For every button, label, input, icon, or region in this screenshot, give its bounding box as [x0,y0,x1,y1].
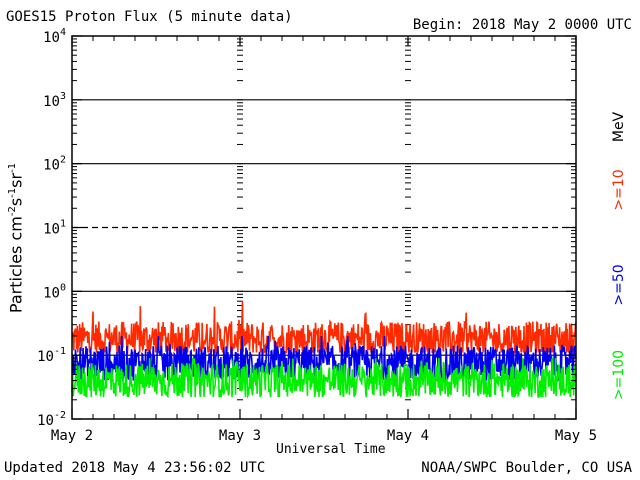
x-tick-label: May 2 [51,428,93,444]
y-axis-label: Particles cm-2s-1sr-1 [6,162,26,314]
x-tick-label: May 3 [219,428,261,444]
y-tick-label: 10-2 [37,410,66,429]
begin-time-label: Begin: 2018 May 2 0000 UTC [412,17,632,33]
legend-series-10mev: >=10 [611,169,627,211]
x-tick-label: May 5 [555,428,597,444]
x-axis-label: Universal Time [276,442,386,457]
chart-title: GOES15 Proton Flux (5 minute data) [6,9,293,25]
series-line-0 [71,301,577,356]
axis-layer: 10-2 10-1 100 101 102 103 104 May 2 May 3 May 4 Ma… [37,27,597,444]
updated-timestamp: Updated 2018 May 4 23:56:02 UTC [4,460,266,476]
y-tick-label: 100 [43,282,66,301]
series-layer [71,301,577,399]
series-line-2 [71,357,577,399]
x-tick-label: May 4 [387,428,429,444]
y-tick-label: 103 [43,91,66,110]
y-tick-label: 10-1 [37,346,66,365]
credit-label: NOAA/SWPC Boulder, CO USA [421,460,632,476]
y-tick-label: 102 [43,155,66,174]
y-tick-label: 104 [43,27,66,46]
legend-units: MeV [611,111,627,143]
legend-series-50mev: >=50 [611,264,627,306]
legend-series-100mev: >=100 [611,349,627,401]
y-tick-label: 101 [43,219,66,238]
